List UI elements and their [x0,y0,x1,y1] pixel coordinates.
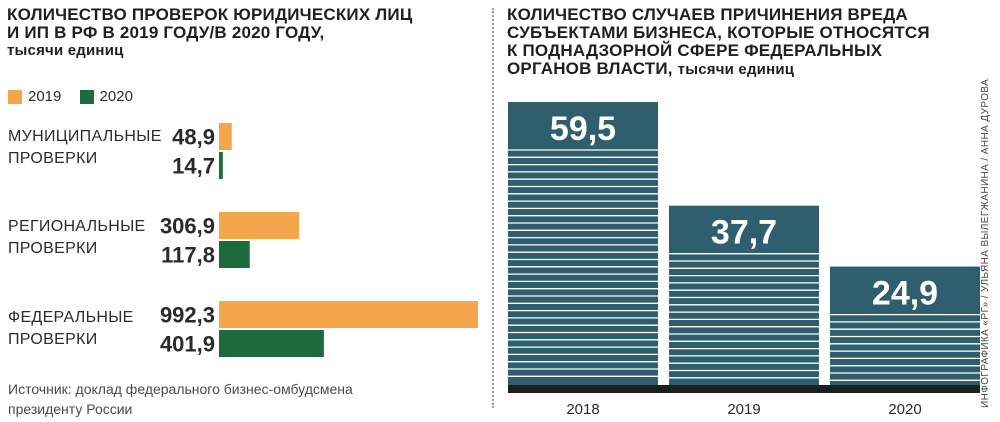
value-label-2019: 37,7 [711,214,777,252]
right-title-last-line: ОРГАНОВ ВЛАСТИ, [507,59,673,78]
legend-label-2019: 2019 [28,88,62,105]
source-line-2: президенту России [8,401,133,417]
x-tick-label-2018: 2018 [566,401,599,418]
value-label-municipal-2019: 48,9 [172,125,215,150]
group-label-regional: РЕГИОНАЛЬНЫЕ ПРОВЕРКИ [8,216,146,260]
right-title-line-1: КОЛИЧЕСТВО СЛУЧАЕВ ПРИЧИНЕНИЯ ВРЕДА [507,5,908,24]
bar-federal-2019 [219,301,478,328]
group-label-regional-line-1: РЕГИОНАЛЬНЫЕ [8,218,146,235]
left-title-unit: тысячи единиц [7,42,124,59]
group-label-municipal-line-2: ПРОВЕРКИ [8,150,98,167]
bar-2019 [669,205,819,385]
left-title-line-1: КОЛИЧЕСТВО ПРОВЕРОК ЮРИДИЧЕСКИХ ЛИЦ [7,5,413,24]
value-label-federal-2020: 401,9 [160,332,215,357]
left-chart-title: КОЛИЧЕСТВО ПРОВЕРОК ЮРИДИЧЕСКИХ ЛИЦ И ИП… [7,6,412,60]
group-label-federal-line-1: ФЕДЕРАЛЬНЫЕ [8,309,134,326]
source-line-1: Источник: доклад федерального бизнес-омб… [8,381,353,397]
group-label-regional-line-2: ПРОВЕРКИ [8,240,98,257]
bar-municipal-2020 [219,152,223,179]
legend-label-2020: 2020 [99,88,133,105]
legend-item-2019: 2019 [8,88,61,105]
legend-swatch-2019 [8,89,22,104]
panel-divider [492,8,494,408]
value-label-2020: 24,9 [872,275,938,313]
left-chart-panel: КОЛИЧЕСТВО ПРОВЕРОК ЮРИДИЧЕСКИХ ЛИЦ И ИП… [0,0,488,422]
legend: 2019 2020 [8,88,147,108]
group-label-federal-line-2: ПРОВЕРКИ [8,331,98,348]
left-bar-chart: 48,9 14,7 306,9 117,8 992,3 401,9 [160,123,478,357]
value-label-municipal-2020: 14,7 [172,154,215,179]
bar-2018 [508,102,658,385]
x-tick-label-2020: 2020 [888,401,921,418]
right-title-line-3: К ПОДНАДЗОРНОЙ СФЕРЕ ФЕДЕРАЛЬНЫХ [507,41,883,60]
right-title-unit: тысячи единиц [677,61,795,78]
right-chart-title: КОЛИЧЕСТВО СЛУЧАЕВ ПРИЧИНЕНИЯ ВРЕДА СУБЪ… [507,6,930,79]
credit-text: ИНФОГРАФИКА «РГ» / УЛЬЯНА ВЫЛЕГЖАНИНА / … [980,78,991,408]
value-label-regional-2020: 117,8 [161,243,215,268]
left-title-line-2: И ИП В РФ В 2019 ГОДУ/В 2020 ГОДУ, [7,23,325,42]
value-label-federal-2019: 992,3 [160,303,215,328]
right-title-line-2: СУБЪЕКТАМИ БИЗНЕСА, КОТОРЫЕ ОТНОСЯТСЯ [507,23,930,42]
group-label-federal: ФЕДЕРАЛЬНЫЕ ПРОВЕРКИ [8,307,134,351]
baseline [508,385,980,393]
right-bar-chart: 59,5 2018 37,7 2019 24,9 2020 [508,102,980,418]
legend-item-2020: 2020 [79,88,133,105]
value-label-2018: 59,5 [550,110,616,148]
bar-federal-2020 [219,330,324,357]
legend-swatch-2020 [79,89,94,104]
right-chart-panel: КОЛИЧЕСТВО СЛУЧАЕВ ПРИЧИНЕНИЯ ВРЕДА СУБЪ… [500,0,980,422]
group-label-municipal-line-1: МУНИЦИПАЛЬНЫЕ [8,128,162,145]
x-tick-label-2019: 2019 [727,401,760,418]
right-title-line-4: ОРГАНОВ ВЛАСТИ, тысячи единиц [507,60,930,79]
bar-municipal-2019 [219,123,232,150]
bar-regional-2020 [219,241,250,268]
value-label-regional-2019: 306,9 [160,214,215,239]
bar-regional-2019 [219,212,300,239]
group-label-municipal: МУНИЦИПАЛЬНЫЕ ПРОВЕРКИ [8,126,162,170]
source-note: Источник: доклад федерального бизнес-омб… [8,379,353,419]
